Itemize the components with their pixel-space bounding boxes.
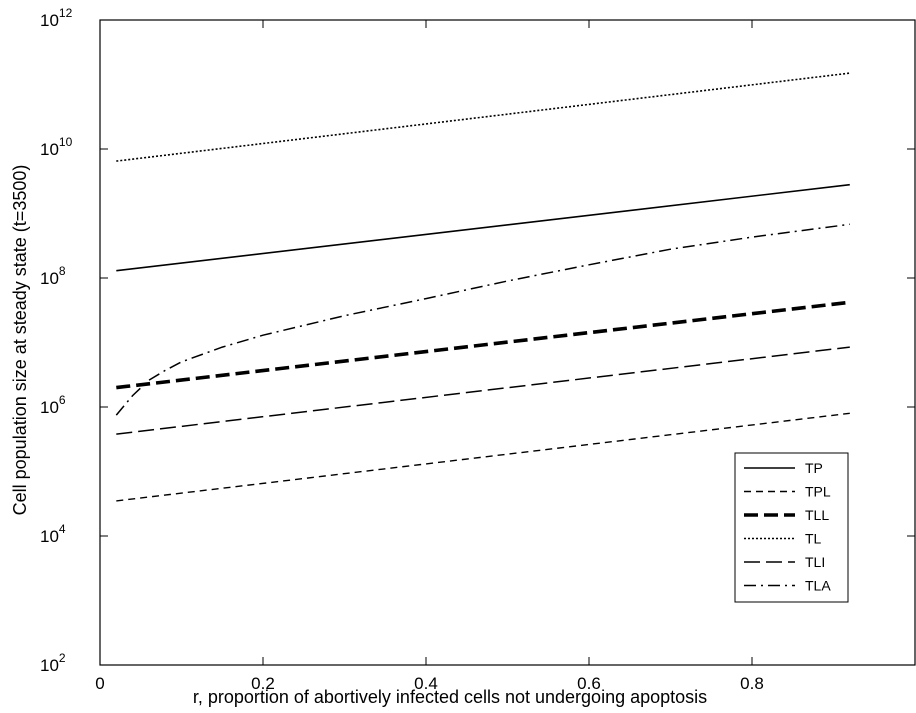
y-tick-label: 102 bbox=[40, 651, 66, 675]
y-tick-label: 1010 bbox=[40, 135, 73, 159]
series-line-tp bbox=[116, 183, 850, 272]
y-tick-label: 1012 bbox=[40, 6, 73, 30]
y-axis-ticks: 102 104 106 108 1010 1012 bbox=[40, 6, 915, 675]
legend-label: TLI bbox=[805, 554, 825, 570]
series-line-tla bbox=[115, 223, 850, 416]
legend-label: TPL bbox=[805, 484, 831, 500]
y-tick-label: 104 bbox=[40, 522, 66, 546]
legend-label: TP bbox=[805, 460, 823, 476]
legend-label: TLL bbox=[805, 507, 829, 523]
series-line-tll bbox=[116, 300, 851, 390]
legend: TP TPL TLL TL TLI TLA bbox=[734, 452, 849, 603]
series-line-tpl bbox=[116, 412, 850, 502]
series-layer bbox=[115, 72, 851, 502]
series-line-tl bbox=[116, 72, 850, 162]
x-tick-label: 0.4 bbox=[414, 674, 438, 693]
x-axis-ticks: 0 0.2 0.4 0.6 0.8 bbox=[95, 20, 916, 693]
x-tick-label: 0 bbox=[95, 674, 104, 693]
plot-frame bbox=[99, 19, 916, 666]
legend-label: TLA bbox=[805, 578, 831, 594]
series-line-tli bbox=[116, 346, 850, 435]
x-tick-label: 0.2 bbox=[251, 674, 275, 693]
x-axis-label: r, proportion of abortively infected cel… bbox=[193, 687, 707, 707]
y-tick-label: 108 bbox=[40, 264, 66, 288]
legend-label: TL bbox=[805, 531, 822, 547]
x-tick-label: 0.6 bbox=[577, 674, 601, 693]
legend-box bbox=[734, 452, 849, 603]
y-tick-label: 106 bbox=[40, 393, 66, 417]
x-tick-label: 0.8 bbox=[740, 674, 764, 693]
y-axis-label: Cell population size at steady state (t=… bbox=[10, 165, 30, 516]
